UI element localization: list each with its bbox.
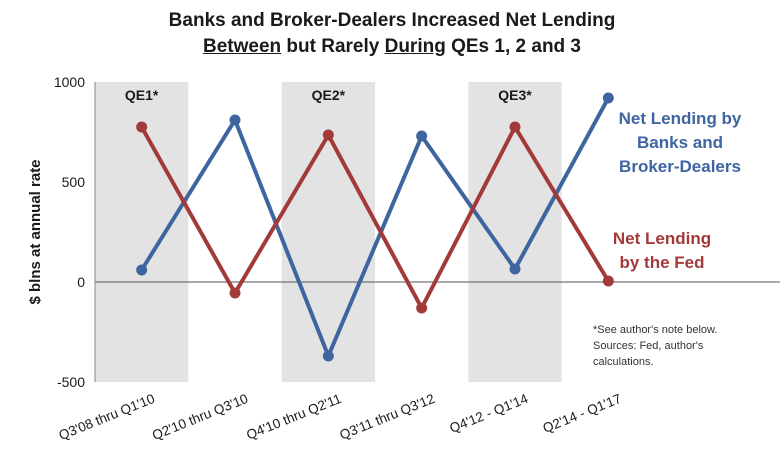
title-end: QEs 1, 2 and 3 — [445, 36, 581, 57]
series-line-2 — [139, 125, 611, 310]
series-2-point-2 — [322, 129, 334, 141]
series-1-label-line-1: Net Lending by — [619, 109, 742, 128]
series-line-1 — [139, 97, 611, 358]
qe-label-2: QE2* — [312, 87, 346, 103]
note-line-2: Sources: Fed, author's — [593, 340, 704, 352]
qe-label-1: QE1* — [125, 87, 159, 103]
chart-title-line1: Banks and Broker-Dealers Increased Net L… — [168, 10, 616, 31]
series-1-label-line-2: Banks and — [637, 133, 723, 152]
note-line-1: *See author's note below. — [593, 324, 718, 336]
series-2-point-5 — [602, 275, 614, 287]
series-2-point-0 — [136, 121, 148, 133]
series-2-point-3 — [416, 302, 428, 314]
qe-label-3: QE3* — [498, 87, 532, 103]
series-1-point-2 — [322, 350, 334, 362]
qe-shade-2 — [281, 82, 375, 382]
x-tick-label-2: Q4'10 thru Q2'11 — [244, 391, 343, 443]
note-line-3: calculations. — [593, 356, 654, 368]
y-tick-label-3: 1000 — [54, 74, 85, 90]
y-tick-label-2: 500 — [62, 174, 86, 190]
x-tick-label-4: Q4'12 - Q1'14 — [447, 391, 530, 436]
series-1-point-5 — [602, 92, 614, 104]
series-2-label-line-2: by the Fed — [619, 253, 704, 272]
series-1-label-line-3: Broker-Dealers — [619, 157, 741, 176]
y-axis-title: $ blns at annual rate — [27, 159, 44, 304]
series-1-point-0 — [136, 264, 148, 276]
series-1-point-1 — [229, 114, 241, 126]
y-tick-label-0: -500 — [57, 374, 85, 390]
x-tick-label-0: Q3'08 thru Q1'10 — [57, 391, 157, 443]
series-2-point-4 — [509, 121, 521, 133]
y-tick-label-1: 0 — [77, 274, 85, 290]
series-2-label-line-1: Net Lending — [613, 229, 711, 248]
series-2-point-1 — [229, 287, 241, 299]
x-tick-label-5: Q2'14 - Q1'17 — [541, 391, 624, 436]
title-word-between: Between — [202, 36, 282, 57]
series-1-point-4 — [509, 263, 521, 275]
x-tick-label-3: Q3'11 thru Q3'12 — [338, 391, 437, 443]
x-tick-label-1: Q2'10 thru Q3'10 — [150, 391, 250, 443]
source-note: *See author's note below. Sources: Fed, … — [593, 322, 783, 370]
chart-title-line2: Between but Rarely During QEs 1, 2 and 3 — [0, 36, 784, 58]
series-1-point-3 — [416, 130, 428, 142]
title-word-during: During — [384, 36, 446, 57]
title-mid: but Rarely — [281, 36, 385, 57]
